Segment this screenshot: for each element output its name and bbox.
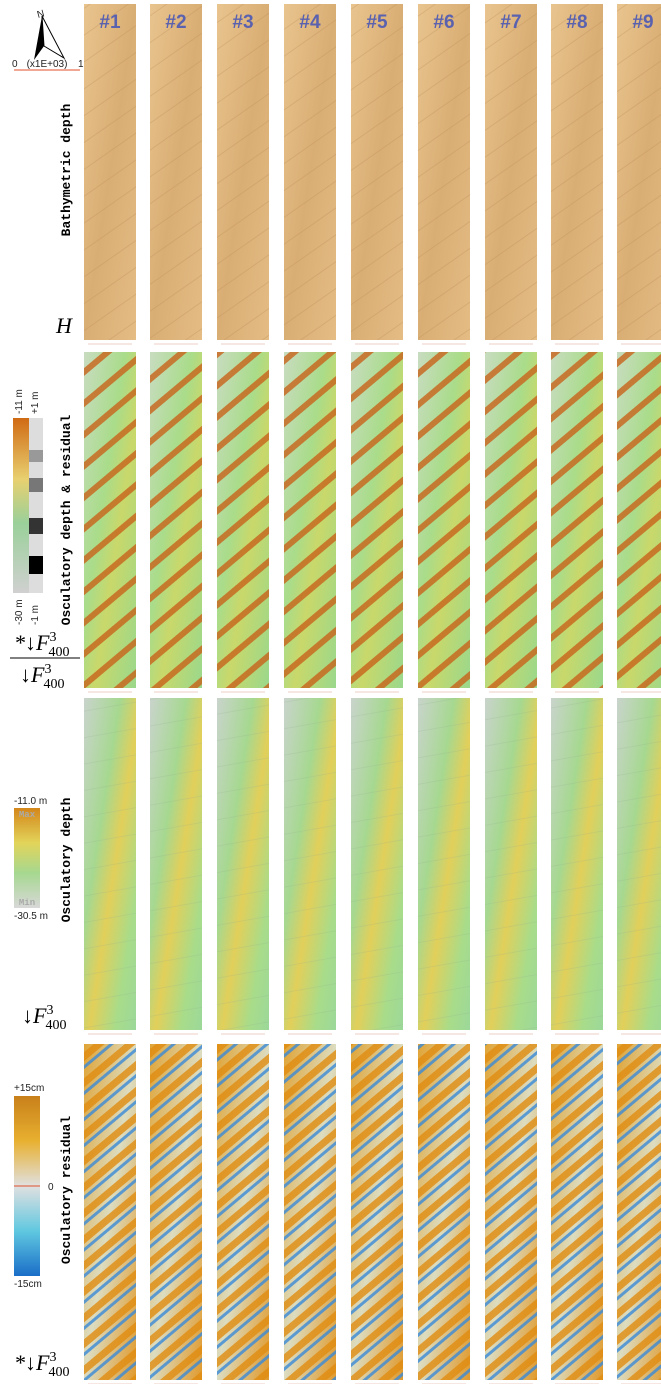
- north-arrow-side: [41, 15, 66, 60]
- column-header: #6: [433, 12, 454, 33]
- panel-texture: [84, 4, 136, 340]
- sub: 400: [48, 1365, 69, 1380]
- row-label: Osculatory depth & residual: [59, 414, 74, 625]
- colorbar: [13, 418, 29, 593]
- base: F: [30, 662, 45, 687]
- column-header: #7: [500, 12, 521, 33]
- symbol-numerator: *↓F3 400: [14, 630, 69, 660]
- column-header: #4: [299, 12, 321, 33]
- colorbar-band: [29, 556, 43, 574]
- panel-texture: [284, 698, 336, 1030]
- prefix: *↓: [14, 630, 36, 655]
- panel-texture: [418, 698, 470, 1030]
- legend-label: +15cm: [14, 1083, 44, 1094]
- symbol: *↓F3 400: [14, 1350, 69, 1380]
- column-header: #9: [632, 12, 653, 33]
- panel-texture: [551, 1044, 603, 1380]
- panel-texture: [485, 352, 537, 688]
- sup: 3: [49, 630, 56, 645]
- colorbar: [14, 808, 40, 908]
- sub: 400: [43, 677, 64, 692]
- legend-label: Max: [19, 810, 36, 820]
- base: F: [35, 1350, 50, 1375]
- sup: 3: [44, 662, 51, 677]
- panel-texture: [418, 352, 470, 688]
- legend-label: 0: [48, 1182, 54, 1193]
- panel-texture: [351, 4, 403, 340]
- panel-texture: [284, 4, 336, 340]
- prefix: ↓: [22, 1003, 33, 1028]
- panel-texture: [551, 352, 603, 688]
- panel-texture: [485, 4, 537, 340]
- sub: 400: [45, 1018, 66, 1033]
- panel-texture: [551, 698, 603, 1030]
- legend: -11 m +1 m -30 m -1 m: [13, 389, 43, 625]
- row-label: Bathymetric depth: [59, 103, 74, 236]
- sub: 400: [48, 645, 69, 660]
- panel-grid: #1 #2 #3 #4 #5 #6 #7 #8 #9: [84, 4, 661, 1384]
- prefix: ↓: [20, 662, 31, 687]
- legend-label: -30 m: [14, 599, 25, 625]
- colorbar-band: [29, 450, 43, 462]
- panel-texture: [84, 352, 136, 688]
- sup: 3: [46, 1003, 53, 1018]
- panel-texture: [551, 4, 603, 340]
- column-header: #3: [232, 12, 253, 33]
- panel-texture: [617, 698, 661, 1030]
- panel-texture: [150, 352, 202, 688]
- panel-texture: [418, 4, 470, 340]
- panel-texture: [217, 1044, 269, 1380]
- legend: -11.0 m Max Min -30.5 m: [14, 796, 48, 922]
- colorbar-band: [29, 478, 43, 492]
- panel-texture: [617, 1044, 661, 1380]
- base: F: [32, 1003, 47, 1028]
- panel-texture: [284, 352, 336, 688]
- row-label: Osculatory depth: [59, 797, 74, 922]
- panel-texture: [617, 4, 661, 340]
- column-header: #8: [566, 12, 587, 33]
- panel-texture: [485, 1044, 537, 1380]
- legend-label: -15cm: [14, 1279, 42, 1290]
- row-label: Osculatory residual: [59, 1116, 74, 1264]
- scale-unit: (x1E+03): [27, 59, 68, 70]
- symbol: H: [55, 313, 73, 338]
- legend-label: -30.5 m: [14, 911, 48, 922]
- column-header: #1: [99, 12, 121, 33]
- panel-texture: [217, 352, 269, 688]
- panel-texture: [485, 698, 537, 1030]
- sup: 3: [49, 1350, 56, 1365]
- panel-texture: [150, 698, 202, 1030]
- north-arrow: [34, 16, 44, 60]
- colorbar-band: [29, 518, 43, 534]
- base: F: [35, 630, 50, 655]
- prefix: *↓: [14, 1350, 36, 1375]
- legend-label: -1 m: [30, 605, 41, 625]
- column-header: #5: [366, 12, 388, 33]
- north-label: N: [36, 8, 46, 20]
- panel-texture: [217, 4, 269, 340]
- panel-texture: [418, 1044, 470, 1380]
- legend: +15cm 0 -15cm: [14, 1083, 54, 1290]
- panel-texture: [284, 1044, 336, 1380]
- panel-texture: [217, 698, 269, 1030]
- legend-label: Min: [19, 898, 35, 908]
- panel-texture: [351, 352, 403, 688]
- legend-label: -11.0 m: [14, 796, 47, 807]
- compass: N 0 (x1E+03) 1: [12, 8, 84, 71]
- legend-label: -11 m: [14, 389, 25, 414]
- symbol: ↓F3 400: [22, 1003, 66, 1033]
- panel-texture: [617, 352, 661, 688]
- panel-texture: [351, 698, 403, 1030]
- symbol-denominator: ↓F3 400: [20, 662, 64, 692]
- legend-label: +1 m: [30, 391, 41, 414]
- panel-texture: [150, 4, 202, 340]
- scale-end: 1: [78, 59, 84, 70]
- panel-texture: [84, 698, 136, 1030]
- panel-texture: [84, 1044, 136, 1380]
- column-header: #2: [165, 12, 186, 33]
- panel-texture: [351, 1044, 403, 1380]
- scale-start: 0: [12, 59, 18, 70]
- panel-texture: [150, 1044, 202, 1380]
